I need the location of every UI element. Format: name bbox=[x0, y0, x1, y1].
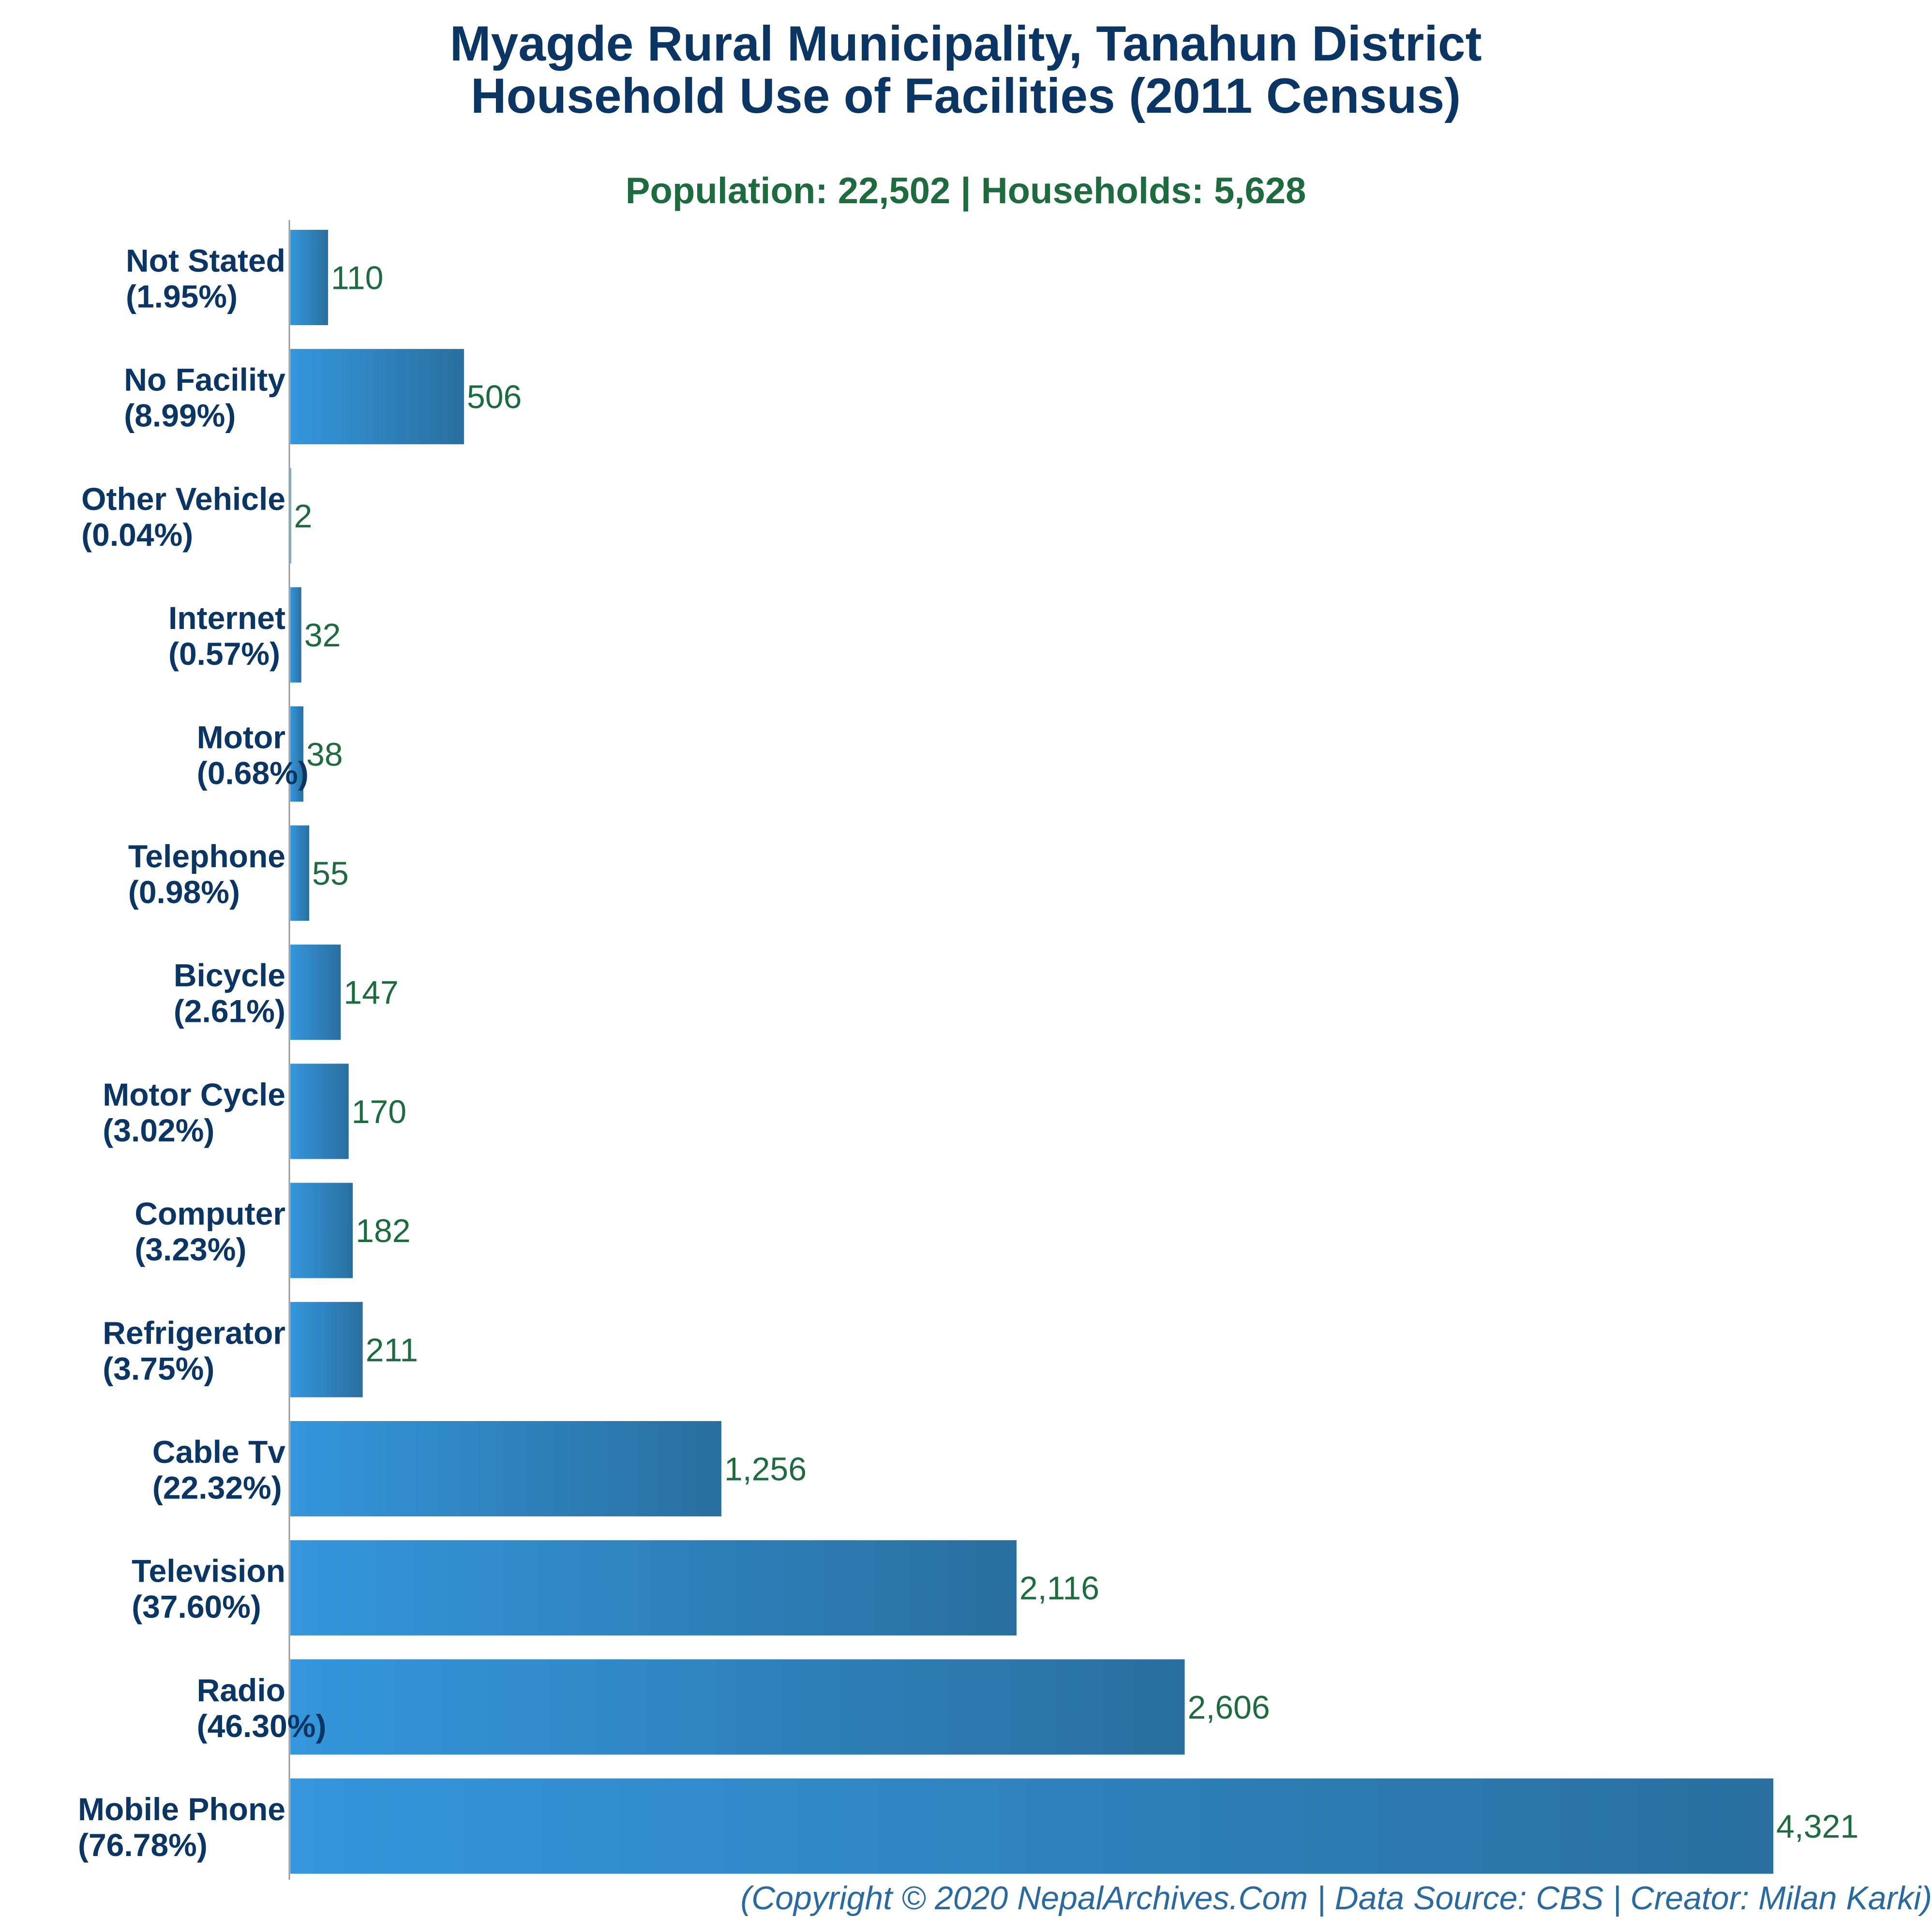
bar-motor-cycle bbox=[290, 1063, 349, 1159]
value-label: 1,256 bbox=[724, 1451, 807, 1488]
category-label: Other Vehicle bbox=[81, 481, 285, 517]
category-label: Telephone bbox=[128, 839, 285, 874]
category-label: Mobile Phone bbox=[78, 1791, 285, 1827]
value-label: 2,606 bbox=[1188, 1689, 1270, 1726]
value-label: 2,116 bbox=[1019, 1570, 1099, 1607]
category-label: Internet bbox=[168, 600, 285, 636]
bar-television bbox=[290, 1540, 1017, 1636]
category-label: No Facility bbox=[124, 362, 285, 398]
bar-computer bbox=[290, 1183, 353, 1278]
value-label: 147 bbox=[344, 974, 398, 1011]
category-label: Cable Tv bbox=[152, 1434, 285, 1470]
category-percent: (0.68%) bbox=[197, 755, 309, 791]
category-percent: (46.30%) bbox=[197, 1708, 327, 1744]
category-label: Computer bbox=[135, 1196, 285, 1231]
category-percent: (76.78%) bbox=[78, 1827, 208, 1863]
category-label: Not Stated bbox=[126, 243, 285, 279]
value-label: 4,321 bbox=[1776, 1808, 1858, 1845]
bar-not-stated bbox=[290, 230, 329, 325]
category-percent: (3.23%) bbox=[135, 1231, 246, 1267]
value-label: 110 bbox=[331, 260, 383, 297]
bar-mobile-phone bbox=[290, 1778, 1773, 1874]
category-percent: (2.61%) bbox=[174, 993, 285, 1029]
category-percent: (0.98%) bbox=[128, 874, 240, 910]
category-label: Radio bbox=[197, 1672, 285, 1708]
category-label: Motor Cycle bbox=[103, 1077, 285, 1112]
value-label: 38 bbox=[306, 736, 343, 773]
bar-cable-tv bbox=[290, 1421, 721, 1516]
category-percent: (37.60%) bbox=[132, 1589, 261, 1625]
chart-subtitle: Population: 22,502 | Households: 5,628 bbox=[626, 170, 1306, 212]
bar-radio bbox=[290, 1659, 1185, 1755]
category-label: Refrigerator bbox=[103, 1315, 285, 1350]
value-label: 182 bbox=[356, 1213, 410, 1249]
value-label: 170 bbox=[352, 1093, 406, 1130]
category-percent: (3.75%) bbox=[103, 1350, 214, 1386]
category-percent: (3.02%) bbox=[103, 1112, 214, 1148]
category-label: Motor bbox=[197, 719, 285, 755]
bar-refrigerator bbox=[290, 1302, 363, 1397]
category-label: Bicycle bbox=[174, 958, 285, 993]
bars-group: 110 Not Stated(1.95%) 506 No Facility(8.99%… bbox=[78, 230, 1858, 1874]
category-percent: (22.32%) bbox=[152, 1470, 282, 1506]
chart-title-line1: Myagde Rural Municipality, Tanahun Distr… bbox=[450, 16, 1482, 71]
bar-bicycle bbox=[290, 944, 341, 1040]
bar-no-facility bbox=[290, 349, 464, 445]
credit-text: (Copyright © 2020 NepalArchives.Com | Da… bbox=[740, 1880, 1932, 1917]
bar-other-vehicle bbox=[290, 468, 291, 564]
bar-motor bbox=[290, 706, 303, 802]
category-percent: (8.99%) bbox=[124, 398, 236, 434]
value-label: 2 bbox=[294, 498, 313, 535]
category-label: Television bbox=[132, 1553, 285, 1589]
value-label: 506 bbox=[467, 379, 522, 416]
category-percent: (1.95%) bbox=[126, 279, 238, 315]
value-label: 55 bbox=[312, 855, 349, 892]
bar-telephone bbox=[290, 825, 310, 921]
value-label: 32 bbox=[304, 617, 341, 654]
category-percent: (0.04%) bbox=[81, 517, 193, 553]
chart-title-line2: Household Use of Facilities (2011 Census… bbox=[471, 68, 1461, 123]
category-percent: (0.57%) bbox=[168, 636, 280, 672]
bar-internet bbox=[290, 587, 301, 683]
value-label: 211 bbox=[366, 1332, 418, 1368]
